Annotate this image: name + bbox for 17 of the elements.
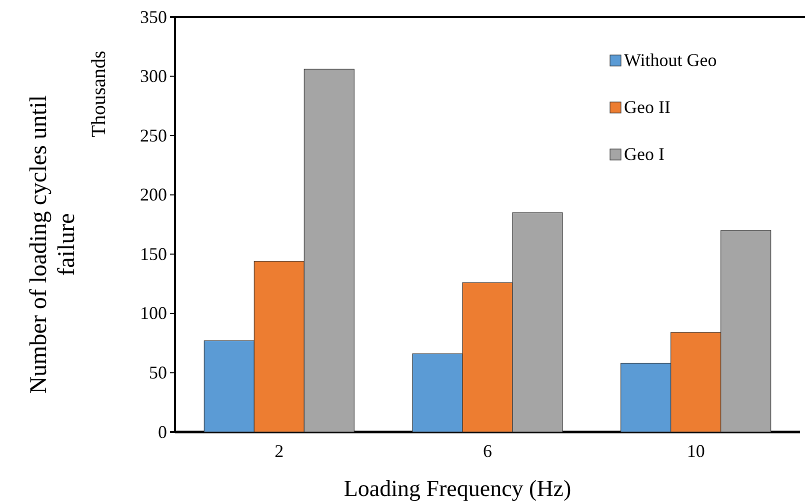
y-tick-label: 300 <box>140 66 167 86</box>
y-tick-label: 0 <box>158 422 167 442</box>
y-tick-label: 200 <box>140 184 167 205</box>
x-tick-label: 6 <box>483 440 492 461</box>
y-tick-label: 100 <box>140 303 167 324</box>
y-axis-title: Number of loading cycles until failure <box>26 94 80 394</box>
x-tick-label: 2 <box>274 440 284 461</box>
legend-label: Geo I <box>624 144 664 164</box>
text: Thousands <box>88 50 110 138</box>
x-tick-label: 10 <box>686 440 705 461</box>
x-axis-title: Loading Frequency (Hz) <box>344 476 572 501</box>
y-tick-label: 250 <box>140 125 167 146</box>
y-tick-label: 150 <box>140 244 167 264</box>
legend-label: Without Geo <box>624 50 717 70</box>
y-tick-label: 350 <box>140 6 167 27</box>
y-tick-label: 50 <box>149 362 167 382</box>
legend-label: Geo II <box>624 97 670 117</box>
